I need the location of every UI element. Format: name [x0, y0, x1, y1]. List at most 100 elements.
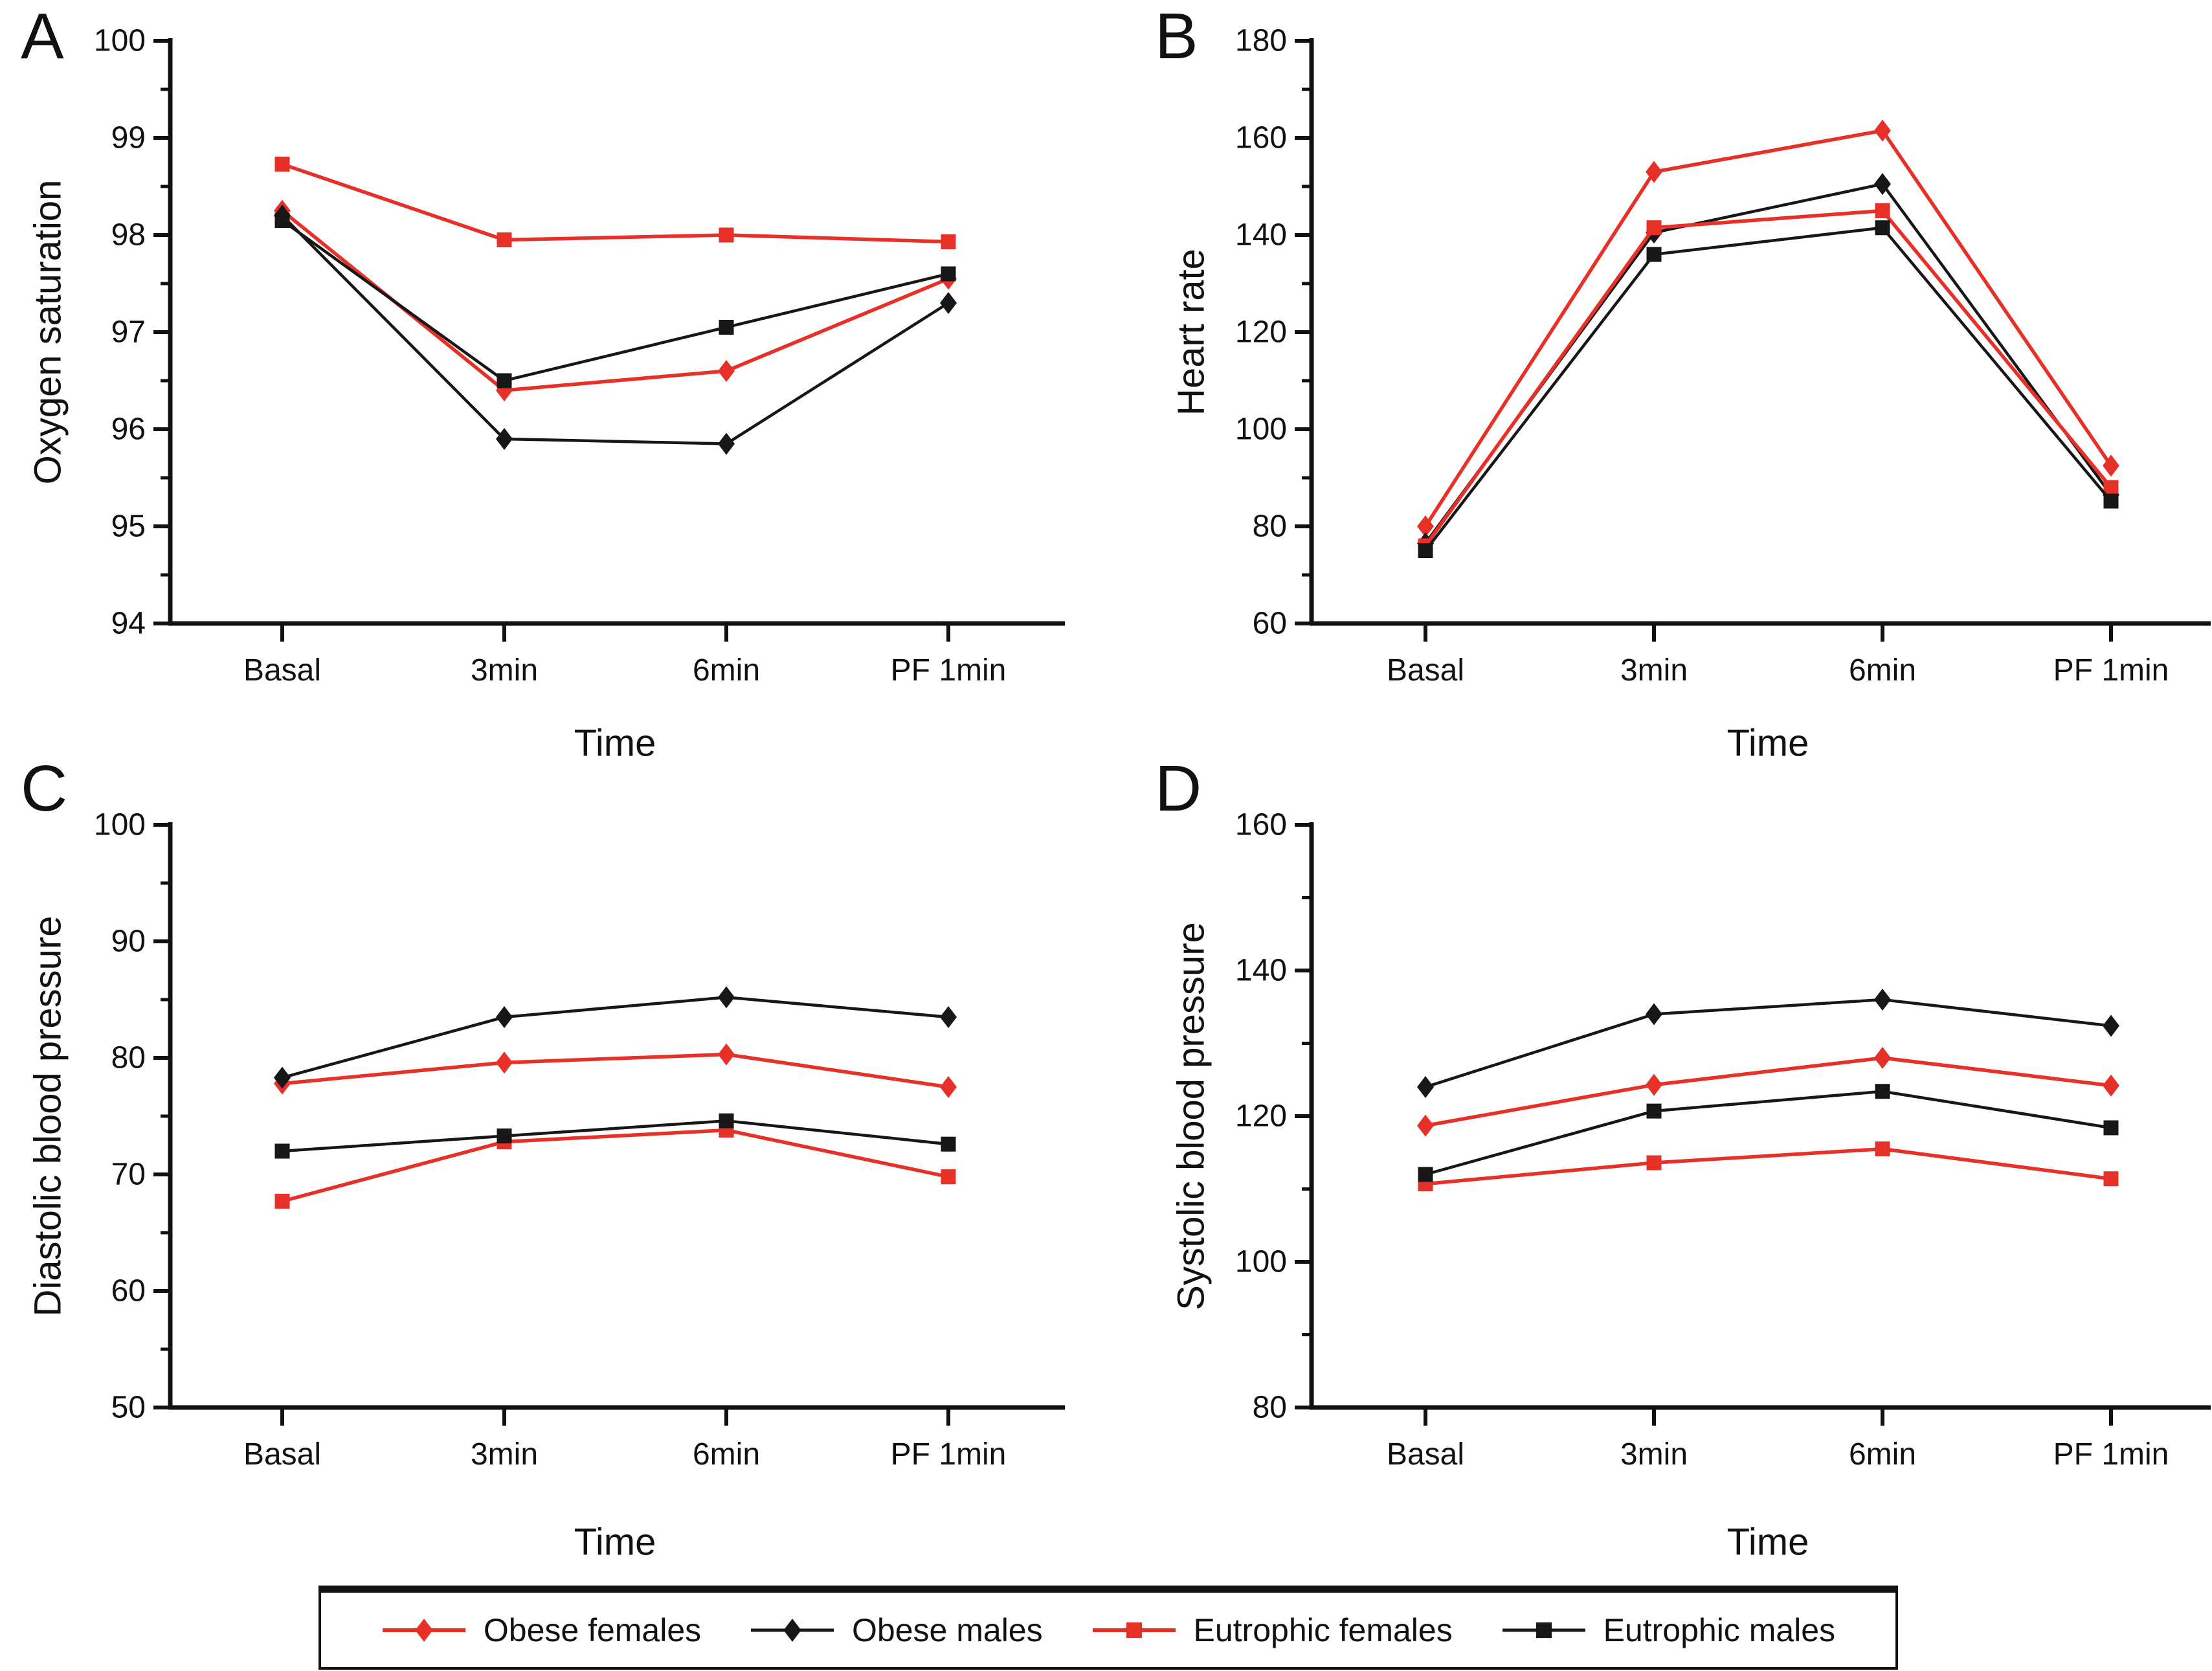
panel-d-series-obese-males-diamond-marker [1646, 1003, 1662, 1026]
panel-a-yaxis-title: Oxygen saturation [27, 179, 69, 485]
legend-label: Obese females [483, 1611, 702, 1648]
panel-b-x-tick-label: 6min [1849, 653, 1916, 688]
panel-c-series-obese-females-diamond-marker [940, 1076, 957, 1098]
panel-b-series-eutrophic-males-square-marker [2103, 493, 2119, 509]
panel-c-series-obese-males-line [282, 996, 949, 1079]
legend: Obese females Obese males Eutrophic fema… [318, 1586, 1898, 1670]
panel-a-y-tick-label: 97 [111, 315, 146, 350]
panel-a-series-eutrophic-females-square-marker [719, 227, 734, 243]
panel-c-series-eutrophic-males-square-marker [497, 1128, 512, 1144]
panel-a-x-tick-label: Basal [243, 653, 321, 688]
panel-c-plot: 50 60 70 80 90 100 Basal 3min 6min PF 1min [94, 808, 1065, 1472]
panel-b-y-tick-label: 180 [1235, 24, 1287, 58]
panel-d-series-obese-males-line [1425, 998, 2112, 1089]
panel-a-x-tick-label: PF 1min [891, 653, 1007, 688]
panel-c-series-obese-males-diamond-marker [940, 1006, 957, 1028]
panel-d-yaxis-title: Systolic blood pressure [1170, 922, 1212, 1310]
obese-females-line-marker-icon [382, 1618, 465, 1642]
legend-item-obese-males: Obese males [750, 1611, 1043, 1650]
panel-a-x-tick-label: 6min [693, 653, 760, 688]
panel-c-series-eutrophic-males-square-marker [941, 1136, 956, 1152]
panel-d-series-eutrophic-males-square-marker [2103, 1120, 2119, 1136]
panel-d-series-obese-females-diamond-marker [2103, 1074, 2119, 1097]
panel-c-series-obese-males-diamond-marker [274, 1066, 291, 1089]
panel-d-series-eutrophic-males-square-marker [1646, 1103, 1662, 1119]
eutrophic-females-sample-square-marker [1126, 1622, 1142, 1638]
panel-d-series-obese-females-diamond-marker [1646, 1073, 1662, 1096]
legend-item-eutrophic-males: Eutrophic males [1501, 1611, 1835, 1650]
obese-males-sample-diamond-marker [783, 1618, 801, 1642]
legend-item-eutrophic-females: Eutrophic females [1091, 1611, 1453, 1650]
panel-a-series-obese-males-diamond-marker [940, 292, 957, 314]
panel-b-x-tick-label: 3min [1620, 653, 1688, 688]
panel-b-series-eutrophic-males-line [1424, 226, 2112, 552]
panel-c-series-eutrophic-females-line [282, 1128, 949, 1204]
panel-d-plot: 80 100 120 140 160 Basal 3min 6min PF 1min [1235, 808, 2211, 1472]
panel-a-y-tick-label: 95 [111, 510, 146, 544]
panel-a-series-eutrophic-females-line [282, 162, 949, 244]
panel-b-series-eutrophic-males-square-marker [1646, 247, 1662, 262]
panel-c-x-tick-label: 6min [693, 1437, 760, 1472]
panel-c-series-eutrophic-males-line [282, 1119, 949, 1153]
panel-c-y-tick-label: 60 [111, 1274, 146, 1308]
panel-b-y-tick-label: 140 [1235, 218, 1287, 252]
panel-c-series-obese-females-diamond-marker [718, 1043, 735, 1066]
panel-d-series-obese-females-line [1425, 1056, 2112, 1128]
panel-d-xaxis-title: Time [1726, 1521, 1809, 1564]
panel-d-series-eutrophic-females-square-marker [1646, 1155, 1662, 1171]
panel-b-series-eutrophic-females-square-marker [1875, 203, 1890, 218]
panel-a-xaxis-title: Time [574, 722, 656, 765]
panel-a-y-tick-label: 96 [111, 412, 146, 447]
panel-b-y-tick-label: 120 [1235, 315, 1287, 350]
panel-b-series-eutrophic-females-square-marker [1646, 220, 1662, 236]
panel-c-y-tick-label: 50 [111, 1391, 146, 1425]
panel-a-series-obese-males-line [281, 214, 950, 445]
obese-females-sample-diamond-marker [415, 1618, 433, 1642]
panel-a-series-eutrophic-females-square-marker [941, 234, 956, 249]
panel-a-y-tick-label: 98 [111, 218, 146, 252]
panel-b-series-eutrophic-males-square-marker [1418, 543, 1433, 558]
panel-letter-a: A [21, 0, 64, 73]
panel-d-x-tick-label: 6min [1849, 1437, 1916, 1472]
panel-c-y-tick-label: 90 [111, 925, 146, 959]
panel-a-y-tick-label: 94 [111, 607, 146, 641]
panel-a-series-obese-males-diamond-marker [718, 432, 735, 455]
panel-c-series-obese-males-diamond-marker [496, 1006, 513, 1028]
panel-d-series-eutrophic-males-line [1425, 1090, 2112, 1176]
panel-c-series-eutrophic-males-square-marker [719, 1113, 734, 1128]
legend-label: Obese males [852, 1611, 1043, 1648]
eutrophic-females-line-marker-icon [1092, 1622, 1176, 1638]
panel-c-series-obese-females-line [282, 1052, 949, 1089]
panel-d-y-tick-label: 120 [1235, 1099, 1287, 1134]
panel-b-series-obese-males-diamond-marker [1874, 173, 1891, 196]
panel-d-series-eutrophic-females-square-marker [2103, 1171, 2119, 1187]
panel-a-series-eutrophic-females-square-marker [274, 157, 290, 172]
panel-c-x-tick-label: 3min [471, 1437, 538, 1472]
panel-a-series-eutrophic-males-square-marker [719, 320, 734, 335]
panel-a-plot: 94 95 96 97 98 99 100 Basal 3min 6min PF 1min [94, 24, 1065, 688]
panel-b-series-obese-females-diamond-marker [1874, 119, 1891, 142]
panel-d-y-tick-label: 160 [1235, 808, 1287, 842]
panel-a-y-tick-label: 100 [94, 24, 146, 58]
panel-d-series-obese-males-diamond-marker [1874, 989, 1891, 1011]
panel-letter-d: D [1155, 752, 1202, 825]
panel-b-x-tick-label: PF 1min [2053, 653, 2169, 688]
obese-males-line-marker-icon [751, 1618, 834, 1642]
panel-c-x-tick-label: PF 1min [891, 1437, 1007, 1472]
panel-c-series-obese-females-diamond-marker [496, 1051, 513, 1074]
panel-b-series-obese-females-diamond-marker [1417, 515, 1434, 537]
panel-c-x-tick-label: Basal [243, 1437, 321, 1472]
panel-d-series-eutrophic-males-square-marker [1875, 1084, 1890, 1099]
panel-a-series-eutrophic-males-square-marker [274, 213, 290, 228]
panel-b-series-obese-females-diamond-marker [1646, 161, 1662, 183]
panel-c-y-tick-label: 70 [111, 1158, 146, 1192]
panel-d-y-tick-label: 140 [1235, 954, 1287, 988]
panel-b-series-eutrophic-males-square-marker [1875, 220, 1890, 236]
panel-c-series-eutrophic-males-square-marker [274, 1143, 290, 1159]
panel-letter-c: C [21, 752, 68, 825]
panel-b-yaxis-title: Heart rate [1170, 249, 1212, 416]
panel-d-y-tick-label: 80 [1253, 1391, 1287, 1425]
legend-item-obese-females: Obese females [381, 1611, 701, 1650]
panel-c-series-eutrophic-females-square-marker [941, 1169, 956, 1185]
